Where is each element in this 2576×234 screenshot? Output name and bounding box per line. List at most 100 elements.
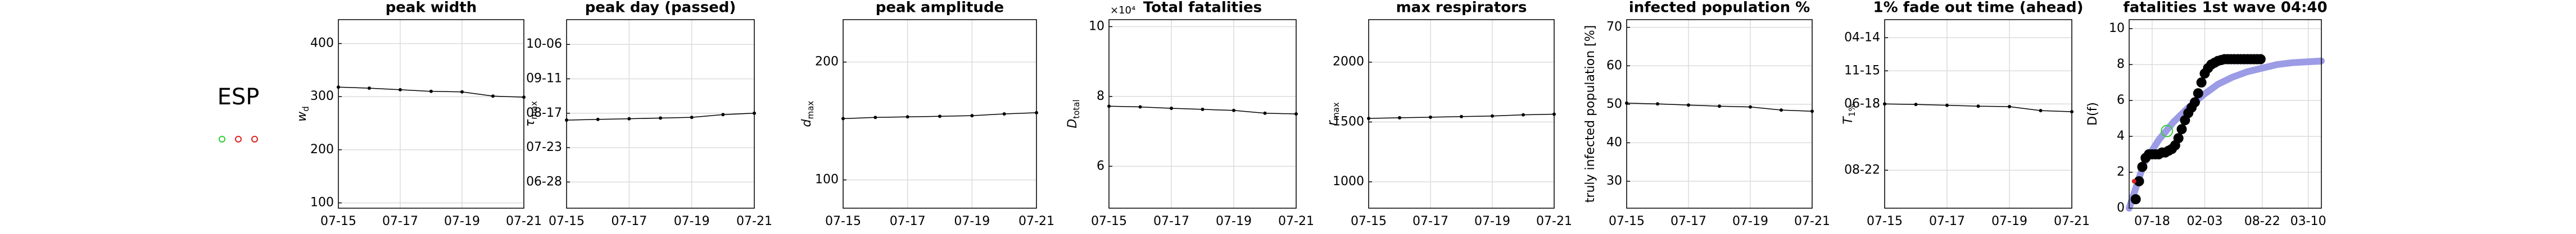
panel: Total fatalities ×10⁴ Dtotal 6 8 10 07-15 07-17… bbox=[1066, 0, 1314, 228]
x-tick-label: 07-15 bbox=[549, 214, 585, 228]
data-point bbox=[873, 116, 877, 120]
axes-frame bbox=[1884, 19, 2072, 209]
data-point bbox=[1002, 112, 1006, 116]
y-tick-label: 6 bbox=[1097, 159, 1104, 173]
data-point bbox=[1914, 103, 1918, 107]
data-point bbox=[2193, 88, 2203, 99]
axes-frame bbox=[1626, 19, 1813, 209]
chart-title: 1% fade out time (ahead) bbox=[1873, 0, 2084, 16]
x-tick-label: 07-15 bbox=[825, 214, 861, 228]
data-point bbox=[429, 89, 433, 93]
x-tick-label: 07-17 bbox=[382, 214, 418, 228]
data-point bbox=[1170, 107, 1173, 111]
y-tick-label: 07-23 bbox=[526, 140, 562, 154]
y-tick-label: 08-22 bbox=[1844, 163, 1880, 177]
x-tick-label: 07-15 bbox=[1351, 214, 1387, 228]
y-axis-label: T1% bbox=[1841, 103, 1857, 124]
x-tick-label: 07-18 bbox=[2134, 214, 2170, 228]
data-point bbox=[2134, 176, 2144, 186]
y-tick-label: 50 bbox=[1606, 97, 1622, 111]
data-point bbox=[1398, 116, 1401, 120]
y-axis-label: Dtotal bbox=[1066, 99, 1081, 128]
data-point bbox=[491, 94, 495, 98]
y-tick-label: 2 bbox=[2117, 165, 2125, 179]
data-point bbox=[596, 117, 600, 121]
x-tick-label: 02-03 bbox=[2186, 214, 2222, 228]
data-point bbox=[1522, 113, 1525, 117]
y-tick-label: 1000 bbox=[1333, 175, 1364, 189]
status-marker bbox=[251, 136, 258, 143]
y-tick-label: 10-06 bbox=[526, 37, 562, 51]
panel: 1% fade out time (ahead) T1% 08-22 06-18 11-… bbox=[1841, 0, 2090, 228]
data-point bbox=[1976, 104, 1980, 108]
y-tick-label: 60 bbox=[1606, 58, 1622, 72]
y-tick-label: 08-17 bbox=[526, 106, 562, 120]
panel: infected population % truly infected popu… bbox=[1583, 0, 1830, 228]
y-tick-label: 1500 bbox=[1333, 114, 1364, 129]
data-point bbox=[1201, 107, 1205, 111]
data-point bbox=[1138, 105, 1142, 109]
fit-line bbox=[2126, 57, 2325, 212]
y-tick-label: 100 bbox=[815, 173, 839, 187]
data-point bbox=[368, 86, 371, 90]
x-tick-label: 07-19 bbox=[1216, 214, 1252, 228]
x-tick-label: 07-19 bbox=[1732, 214, 1768, 228]
data-point bbox=[2189, 97, 2200, 108]
panel: peak amplitude dmax 100 200 07-15 07-17 07-19 0… bbox=[800, 0, 1054, 228]
y-tick-label: 8 bbox=[1097, 89, 1104, 103]
x-tick-label: 03-10 bbox=[2290, 214, 2326, 228]
data-point bbox=[1780, 108, 1783, 112]
y-tick-label: 200 bbox=[815, 55, 839, 69]
y-tick-label: 400 bbox=[310, 36, 334, 51]
chart-title: peak day (passed) bbox=[585, 0, 736, 16]
x-tick-label: 07-21 bbox=[1536, 214, 1572, 228]
y-tick-label: 4 bbox=[2117, 129, 2125, 143]
x-tick-label: 07-21 bbox=[1018, 214, 1054, 228]
data-point bbox=[1718, 104, 1721, 108]
y-tick-label: 2000 bbox=[1333, 55, 1364, 69]
y-tick-label: 09-11 bbox=[526, 71, 562, 85]
data-point bbox=[1232, 108, 1235, 112]
x-tick-label: 07-21 bbox=[1794, 214, 1830, 228]
y-tick-label: 100 bbox=[310, 196, 334, 210]
y-tick-label: 0 bbox=[2117, 201, 2125, 215]
y-tick-label: 6 bbox=[2117, 93, 2125, 107]
panel: peak width wd 100 200 300 400 07-15 07-17 07-19 0… bbox=[295, 0, 542, 228]
data-point bbox=[659, 116, 662, 120]
chart-title: infected population % bbox=[1629, 0, 1810, 16]
y-tick-label: 300 bbox=[310, 89, 334, 103]
axes-frame bbox=[338, 19, 524, 209]
panel: fatalities 1st wave 04:40 D(f) 0 2 4 6 8 10 07-1… bbox=[2086, 0, 2328, 228]
data-point bbox=[938, 114, 941, 118]
data-point bbox=[2255, 54, 2266, 65]
data-point bbox=[1749, 105, 1752, 109]
axes-frame bbox=[1108, 19, 1297, 209]
x-tick-label: 07-15 bbox=[1867, 214, 1903, 228]
data-point bbox=[627, 117, 631, 121]
x-tick-label: 07-17 bbox=[611, 214, 647, 228]
x-tick-label: 07-21 bbox=[506, 214, 542, 228]
x-tick-label: 07-19 bbox=[1991, 214, 2027, 228]
panel: peak day (passed) τmax 06-28 07-23 08-17 09-1… bbox=[523, 0, 772, 228]
data-point bbox=[2137, 162, 2148, 172]
x-tick-label: 07-21 bbox=[2054, 214, 2090, 228]
data-point bbox=[690, 116, 694, 120]
offset-label: ×10⁴ bbox=[1110, 4, 1135, 16]
data-point bbox=[2039, 109, 2043, 113]
axes-frame bbox=[566, 19, 755, 209]
y-tick-label: 04-14 bbox=[1844, 30, 1880, 44]
data-point bbox=[906, 115, 909, 119]
y-tick-label: 30 bbox=[1606, 174, 1622, 188]
data-point bbox=[1429, 115, 1432, 119]
y-axis-label: rmax bbox=[1325, 102, 1341, 126]
y-tick-label: 200 bbox=[310, 143, 334, 157]
x-tick-label: 07-17 bbox=[1929, 214, 1965, 228]
x-tick-label: 07-15 bbox=[1609, 214, 1645, 228]
x-tick-label: 07-17 bbox=[1153, 214, 1189, 228]
y-axis-label: τmax bbox=[523, 101, 539, 127]
data-point bbox=[2173, 133, 2184, 144]
data-point bbox=[2008, 105, 2011, 109]
y-axis-label: dmax bbox=[800, 101, 816, 127]
panel: max respirators rmax 1000 1500 2000 07-15 07-1… bbox=[1325, 0, 1572, 228]
data-point bbox=[460, 90, 464, 94]
